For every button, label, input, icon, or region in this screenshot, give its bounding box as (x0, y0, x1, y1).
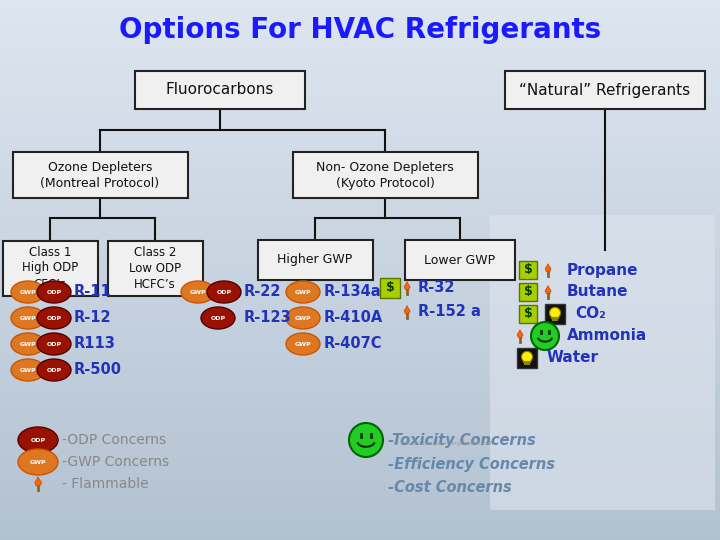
Text: ODP: ODP (46, 341, 62, 347)
FancyBboxPatch shape (518, 261, 537, 279)
Circle shape (349, 423, 383, 457)
Text: ODP: ODP (46, 315, 62, 321)
Ellipse shape (286, 307, 320, 329)
Text: R-123: R-123 (244, 310, 292, 326)
Text: Fluorocarbons: Fluorocarbons (166, 83, 274, 98)
Text: GWP: GWP (19, 368, 36, 373)
FancyBboxPatch shape (135, 71, 305, 109)
Text: ODP: ODP (210, 315, 225, 321)
Polygon shape (545, 264, 551, 272)
FancyBboxPatch shape (518, 305, 537, 323)
Circle shape (549, 307, 560, 319)
FancyBboxPatch shape (490, 215, 715, 510)
Ellipse shape (207, 281, 241, 303)
Text: R-500: R-500 (74, 362, 122, 377)
Circle shape (521, 352, 533, 362)
Text: GWP: GWP (30, 460, 46, 464)
Text: -Cost Concerns: -Cost Concerns (388, 481, 512, 496)
Text: GWP: GWP (19, 341, 36, 347)
Text: Class 2
Low ODP
HCFC’s: Class 2 Low ODP HCFC’s (129, 246, 181, 291)
Text: -Toxicity Concerns: -Toxicity Concerns (388, 433, 536, 448)
Ellipse shape (286, 333, 320, 355)
Circle shape (531, 322, 559, 350)
FancyBboxPatch shape (545, 304, 564, 324)
Polygon shape (517, 330, 523, 338)
Text: CO₂: CO₂ (575, 307, 606, 321)
Ellipse shape (37, 281, 71, 303)
Text: R113: R113 (74, 336, 116, 352)
Text: GWP: GWP (294, 315, 311, 321)
Text: Ozone Depleters
(Montreal Protocol): Ozone Depleters (Montreal Protocol) (40, 160, 160, 190)
Text: $: $ (523, 307, 532, 321)
Ellipse shape (11, 333, 45, 355)
FancyBboxPatch shape (405, 240, 515, 280)
Text: ODP: ODP (46, 289, 62, 294)
Text: R-410A: R-410A (324, 310, 383, 326)
Ellipse shape (11, 281, 45, 303)
Text: GWP: GWP (19, 289, 36, 294)
Text: R-134a: R-134a (324, 285, 382, 300)
Text: Class 1
High ODP
CFC’s: Class 1 High ODP CFC’s (22, 246, 78, 291)
Text: Higher GWP: Higher GWP (277, 253, 353, 267)
Text: GWP: GWP (19, 315, 36, 321)
FancyBboxPatch shape (517, 348, 537, 368)
Polygon shape (35, 477, 41, 485)
Text: R-152 a: R-152 a (418, 305, 481, 320)
Polygon shape (404, 306, 410, 313)
Text: $: $ (523, 264, 532, 276)
FancyBboxPatch shape (12, 152, 187, 198)
Text: ☀: ☀ (402, 283, 411, 293)
Text: R-32: R-32 (418, 280, 456, 295)
Text: GWP: GWP (294, 289, 311, 294)
Ellipse shape (18, 449, 58, 475)
Text: -ODP Concerns: -ODP Concerns (62, 433, 166, 447)
Text: ☀: ☀ (516, 331, 524, 341)
Text: - Flammable: - Flammable (62, 477, 148, 491)
Ellipse shape (201, 307, 235, 329)
Text: © 1 She a business? Ingersoll-Rand: © 1 She a business? Ingersoll-Rand (393, 440, 491, 446)
Ellipse shape (37, 359, 71, 381)
Text: GWP: GWP (294, 341, 311, 347)
Text: Options For HVAC Refrigerants: Options For HVAC Refrigerants (119, 16, 601, 44)
Polygon shape (404, 282, 410, 289)
Text: R-11: R-11 (74, 285, 112, 300)
Text: ODP: ODP (30, 437, 45, 442)
Ellipse shape (11, 307, 45, 329)
Text: ☀: ☀ (402, 307, 411, 317)
Text: ODP: ODP (46, 368, 62, 373)
Ellipse shape (181, 281, 215, 303)
Text: GWP: GWP (189, 289, 207, 294)
Text: Water: Water (547, 350, 599, 366)
FancyBboxPatch shape (518, 282, 537, 301)
Ellipse shape (11, 359, 45, 381)
Text: Lower GWP: Lower GWP (424, 253, 495, 267)
Text: R-407C: R-407C (324, 336, 382, 352)
Ellipse shape (286, 281, 320, 303)
Text: Non- Ozone Depleters
(Kyoto Protocol): Non- Ozone Depleters (Kyoto Protocol) (316, 160, 454, 190)
Text: $: $ (386, 281, 395, 294)
FancyBboxPatch shape (2, 240, 97, 295)
Text: “Natural” Refrigerants: “Natural” Refrigerants (519, 83, 690, 98)
Text: -GWP Concerns: -GWP Concerns (62, 455, 169, 469)
Ellipse shape (37, 307, 71, 329)
Text: ☀: ☀ (33, 479, 43, 489)
Text: Ammonia: Ammonia (567, 328, 647, 343)
Text: ☀: ☀ (544, 265, 552, 275)
Text: ☀: ☀ (544, 287, 552, 297)
Text: R-12: R-12 (74, 310, 112, 326)
Text: $: $ (523, 286, 532, 299)
FancyBboxPatch shape (107, 240, 202, 295)
Text: Propane: Propane (567, 262, 639, 278)
Text: ODP: ODP (217, 289, 232, 294)
FancyBboxPatch shape (258, 240, 372, 280)
Text: R-22: R-22 (244, 285, 282, 300)
FancyBboxPatch shape (292, 152, 477, 198)
Ellipse shape (18, 427, 58, 453)
FancyBboxPatch shape (380, 278, 400, 298)
Polygon shape (545, 286, 551, 293)
Ellipse shape (37, 333, 71, 355)
FancyBboxPatch shape (505, 71, 705, 109)
Text: Butane: Butane (567, 285, 629, 300)
Text: -Efficiency Concerns: -Efficiency Concerns (388, 456, 555, 471)
